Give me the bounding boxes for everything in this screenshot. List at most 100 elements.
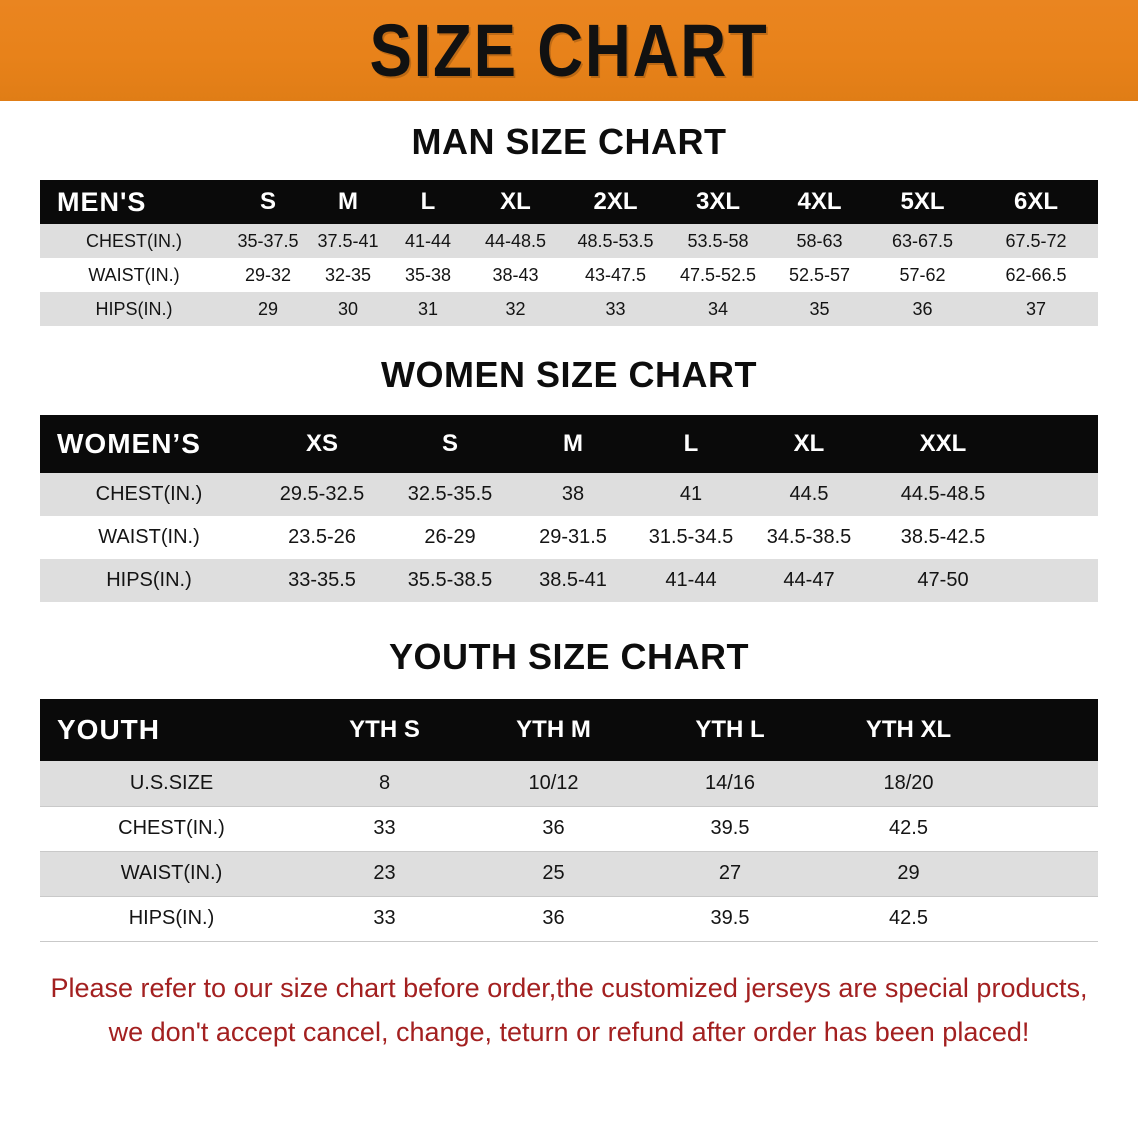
youth-row-spacer <box>998 806 1098 852</box>
youth-col-header-yth-s: YTH S <box>349 716 420 743</box>
youth-row-spacer <box>998 851 1098 897</box>
women-chest-xxl: 44.5-48.5 <box>900 483 986 505</box>
youth-chest-yth-l: 39.5 <box>641 806 819 852</box>
man-hips-6xl: 37 <box>1025 298 1047 319</box>
table-row: HIPS(IN.) 33 36 39.5 42.5 <box>40 896 1098 942</box>
disclaimer-text: Please refer to our size chart before or… <box>24 966 1114 1054</box>
women-row-spacer <box>1018 473 1098 516</box>
women-header-spacer <box>1018 415 1098 473</box>
youth-size-table: YOUTH YTH S YTH M YTH L YTH XL U.S.SIZE … <box>40 699 1098 942</box>
man-size-table: MEN'S S M L XL 2XL 3XL 4XL 5XL 6XL CHEST… <box>40 180 1098 326</box>
man-row-label-waist: WAIST(IN.) <box>88 264 180 285</box>
table-row: HIPS(IN.) 33-35.5 35.5-38.5 38.5-41 41-4… <box>40 559 1098 602</box>
man-chest-6xl: 67.5-72 <box>1005 230 1067 251</box>
youth-header-spacer <box>998 699 1098 761</box>
women-col-header-l: L <box>683 430 699 457</box>
youth-chest-yth-s: 33 <box>303 806 466 852</box>
table-row: WAIST(IN.) 23 25 27 29 <box>40 851 1098 897</box>
youth-waist-yth-xl: 29 <box>819 851 998 897</box>
page-title: SIZE CHART <box>369 8 769 92</box>
women-waist-xxl: 38.5-42.5 <box>900 526 986 548</box>
women-chest-m: 38 <box>561 483 585 505</box>
women-col-header-xl: XL <box>793 430 825 457</box>
youth-hips-yth-xl: 42.5 <box>819 896 998 942</box>
women-hips-xxl: 47-50 <box>917 569 969 591</box>
man-table-header-row: MEN'S S M L XL 2XL 3XL 4XL 5XL 6XL <box>40 180 1098 224</box>
youth-row-spacer <box>998 896 1098 942</box>
man-waist-s: 29-32 <box>244 264 292 285</box>
youth-row-spacer <box>998 761 1098 807</box>
table-row: CHEST(IN.) 29.5-32.5 32.5-35.5 38 41 44.… <box>40 473 1098 516</box>
man-col-header-6xl: 6XL <box>1013 188 1058 215</box>
women-row-spacer <box>1018 516 1098 559</box>
youth-chest-yth-m: 36 <box>466 806 641 852</box>
youth-row-label-hips: HIPS(IN.) <box>40 896 303 942</box>
youth-us-size-yth-l: 14/16 <box>641 761 819 807</box>
man-waist-6xl: 62-66.5 <box>1005 264 1067 285</box>
table-row: HIPS(IN.) 29 30 31 32 33 34 35 36 37 <box>40 292 1098 326</box>
man-hips-5xl: 36 <box>912 298 933 319</box>
youth-hips-yth-l: 39.5 <box>641 896 819 942</box>
man-waist-m: 32-35 <box>324 264 372 285</box>
disclaimer-line-1: Please refer to our size chart before or… <box>50 972 1088 1003</box>
youth-section-title: YOUTH SIZE CHART <box>388 636 749 677</box>
women-col-header-s: S <box>441 430 458 457</box>
youth-table-header-row: YOUTH YTH S YTH M YTH L YTH XL <box>40 699 1098 761</box>
women-hips-xl: 44-47 <box>783 569 835 591</box>
man-chest-5xl: 63-67.5 <box>891 230 954 251</box>
table-row: CHEST(IN.) 33 36 39.5 42.5 <box>40 806 1098 852</box>
youth-us-size-yth-xl: 18/20 <box>819 761 998 807</box>
youth-col-header-yth-xl: YTH XL <box>865 716 952 743</box>
women-corner-label: WOMEN’S <box>57 428 201 459</box>
youth-us-size-yth-m: 10/12 <box>466 761 641 807</box>
youth-col-header-yth-l: YTH L <box>695 716 765 743</box>
man-waist-4xl: 52.5-57 <box>788 264 851 285</box>
man-col-header-s: S <box>259 188 276 215</box>
man-hips-m: 30 <box>337 298 359 319</box>
women-table-header-row: WOMEN’S XS S M L XL XXL <box>40 415 1098 473</box>
man-col-header-l: L <box>420 188 436 215</box>
man-col-header-3xl: 3XL <box>695 188 740 215</box>
women-hips-xs: 33-35.5 <box>288 569 356 591</box>
page-banner: SIZE CHART <box>0 0 1138 101</box>
man-hips-4xl: 35 <box>809 298 830 319</box>
man-hips-xl: 32 <box>505 298 526 319</box>
women-hips-s: 35.5-38.5 <box>407 569 493 591</box>
women-chest-xl: 44.5 <box>789 483 829 505</box>
youth-size-table-wrapper: YOUTH YTH S YTH M YTH L YTH XL U.S.SIZE … <box>40 699 1098 942</box>
man-section-title: MAN SIZE CHART <box>411 121 727 162</box>
youth-waist-yth-l: 27 <box>641 851 819 897</box>
table-row: CHEST(IN.) 35-37.5 37.5-41 41-44 44-48.5… <box>40 224 1098 258</box>
man-col-header-5xl: 5XL <box>900 188 945 215</box>
table-row: WAIST(IN.) 29-32 32-35 35-38 38-43 43-47… <box>40 258 1098 292</box>
women-waist-l: 31.5-34.5 <box>648 526 734 548</box>
man-chest-4xl: 58-63 <box>796 230 843 251</box>
man-col-header-4xl: 4XL <box>797 188 842 215</box>
man-waist-5xl: 57-62 <box>899 264 946 285</box>
women-chest-xs: 29.5-32.5 <box>279 483 365 505</box>
man-row-label-chest: CHEST(IN.) <box>86 230 182 251</box>
youth-row-label-us-size: U.S.SIZE <box>40 761 303 807</box>
youth-us-size-yth-s: 8 <box>303 761 466 807</box>
man-chest-3xl: 53.5-58 <box>687 230 749 251</box>
women-waist-xl: 34.5-38.5 <box>766 526 852 548</box>
women-waist-s: 26-29 <box>424 526 476 548</box>
table-row: U.S.SIZE 8 10/12 14/16 18/20 <box>40 761 1098 807</box>
man-size-table-wrapper: MEN'S S M L XL 2XL 3XL 4XL 5XL 6XL CHEST… <box>40 180 1098 326</box>
women-size-table-wrapper: WOMEN’S XS S M L XL XXL CHEST(IN.) 29.5-… <box>40 415 1098 602</box>
man-waist-2xl: 43-47.5 <box>584 264 647 285</box>
man-hips-l: 31 <box>417 298 439 319</box>
women-row-label-waist: WAIST(IN.) <box>98 526 200 548</box>
man-col-header-2xl: 2XL <box>593 188 638 215</box>
man-col-header-xl: XL <box>500 188 531 215</box>
man-chest-l: 41-44 <box>404 230 452 251</box>
man-hips-2xl: 33 <box>605 298 626 319</box>
man-col-header-m: M <box>338 188 358 215</box>
man-waist-3xl: 47.5-52.5 <box>679 264 757 285</box>
women-col-header-m: M <box>563 430 583 457</box>
women-chest-l: 41 <box>679 483 703 505</box>
man-chest-xl: 44-48.5 <box>484 230 547 251</box>
youth-row-label-chest: CHEST(IN.) <box>40 806 303 852</box>
youth-hips-yth-m: 36 <box>466 896 641 942</box>
women-hips-m: 38.5-41 <box>539 569 607 591</box>
